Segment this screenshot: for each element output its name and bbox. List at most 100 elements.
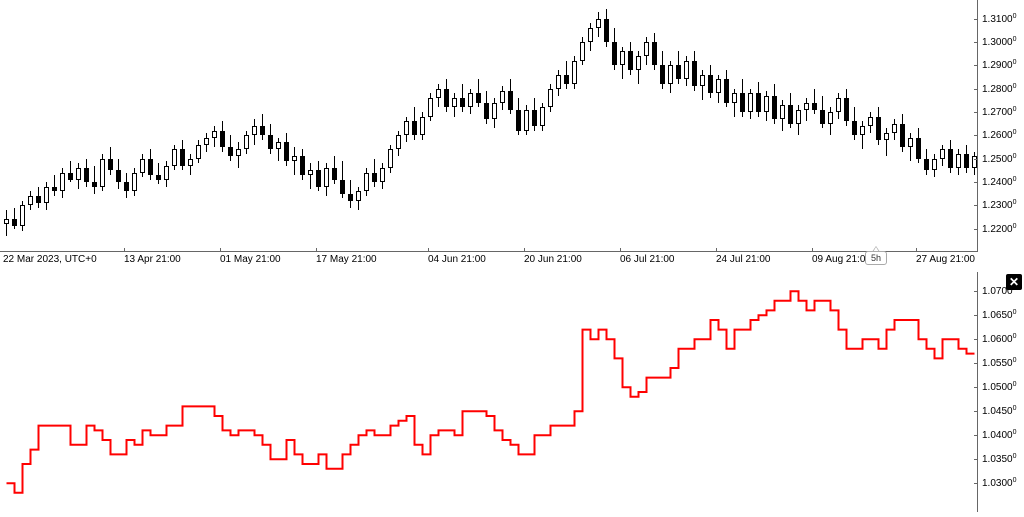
- candle-body[interactable]: [4, 219, 9, 224]
- candle-body[interactable]: [68, 173, 73, 180]
- candle-body[interactable]: [308, 170, 313, 175]
- candle-body[interactable]: [44, 187, 49, 203]
- candle-body[interactable]: [956, 154, 961, 168]
- candle-body[interactable]: [604, 19, 609, 42]
- candle-body[interactable]: [764, 96, 769, 112]
- candle-body[interactable]: [260, 126, 265, 135]
- candle-body[interactable]: [588, 28, 593, 42]
- candle-body[interactable]: [36, 196, 41, 203]
- candle-body[interactable]: [500, 91, 505, 103]
- candle-body[interactable]: [892, 124, 897, 133]
- candle-body[interactable]: [92, 182, 97, 187]
- candle-body[interactable]: [108, 159, 113, 171]
- candle-body[interactable]: [524, 110, 529, 131]
- candle-body[interactable]: [12, 219, 17, 226]
- candle-body[interactable]: [772, 96, 777, 119]
- candle-body[interactable]: [492, 103, 497, 119]
- candle-body[interactable]: [860, 126, 865, 135]
- candle-body[interactable]: [412, 121, 417, 135]
- candle-body[interactable]: [804, 103, 809, 110]
- candle-body[interactable]: [668, 65, 673, 84]
- candle-body[interactable]: [84, 168, 89, 182]
- candle-body[interactable]: [332, 168, 337, 180]
- indicator-plot[interactable]: [0, 272, 978, 512]
- candle-body[interactable]: [692, 61, 697, 87]
- candle-body[interactable]: [932, 159, 937, 171]
- candle-body[interactable]: [820, 110, 825, 124]
- candle-body[interactable]: [900, 124, 905, 147]
- candle-body[interactable]: [444, 89, 449, 108]
- candle-body[interactable]: [740, 93, 745, 112]
- candle-body[interactable]: [476, 93, 481, 102]
- candle-body[interactable]: [348, 194, 353, 201]
- candle-body[interactable]: [180, 149, 185, 165]
- candle-body[interactable]: [380, 168, 385, 182]
- candle-body[interactable]: [916, 138, 921, 159]
- candle-body[interactable]: [452, 98, 457, 107]
- candle-body[interactable]: [540, 107, 545, 126]
- candle-body[interactable]: [876, 117, 881, 140]
- candle-body[interactable]: [612, 42, 617, 65]
- candle-body[interactable]: [652, 42, 657, 65]
- candle-body[interactable]: [780, 105, 785, 119]
- candle-body[interactable]: [172, 149, 177, 165]
- candle-body[interactable]: [948, 149, 953, 168]
- candle-body[interactable]: [868, 117, 873, 126]
- candle-body[interactable]: [436, 89, 441, 98]
- candle-body[interactable]: [508, 91, 513, 110]
- candle-body[interactable]: [460, 98, 465, 107]
- candle-body[interactable]: [116, 170, 121, 182]
- candle-body[interactable]: [532, 110, 537, 126]
- candle-body[interactable]: [556, 75, 561, 89]
- candle-body[interactable]: [684, 61, 689, 80]
- candle-body[interactable]: [284, 142, 289, 161]
- time-marker-label[interactable]: 5h: [865, 251, 887, 265]
- candle-body[interactable]: [268, 135, 273, 149]
- candle-body[interactable]: [148, 159, 153, 175]
- candle-body[interactable]: [196, 145, 201, 159]
- candle-body[interactable]: [276, 142, 281, 149]
- candle-body[interactable]: [28, 196, 33, 205]
- candle-body[interactable]: [796, 110, 801, 124]
- candle-body[interactable]: [76, 168, 81, 180]
- candle-body[interactable]: [140, 159, 145, 173]
- candle-body[interactable]: [300, 156, 305, 175]
- candle-body[interactable]: [852, 121, 857, 135]
- candle-body[interactable]: [420, 117, 425, 136]
- candle-body[interactable]: [636, 56, 641, 70]
- candle-body[interactable]: [660, 65, 665, 84]
- candle-body[interactable]: [124, 182, 129, 191]
- candle-body[interactable]: [620, 51, 625, 65]
- candle-body[interactable]: [324, 168, 329, 187]
- candle-body[interactable]: [700, 75, 705, 87]
- candle-body[interactable]: [60, 173, 65, 192]
- candle-body[interactable]: [628, 51, 633, 70]
- candle-body[interactable]: [732, 93, 737, 102]
- candle-body[interactable]: [908, 138, 913, 147]
- candle-body[interactable]: [388, 149, 393, 168]
- candle-body[interactable]: [236, 149, 241, 156]
- candle-body[interactable]: [228, 147, 233, 156]
- candle-body[interactable]: [748, 93, 753, 112]
- candle-body[interactable]: [468, 93, 473, 107]
- candle-body[interactable]: [812, 103, 817, 110]
- candle-body[interactable]: [364, 173, 369, 192]
- candle-body[interactable]: [212, 131, 217, 138]
- candle-body[interactable]: [220, 131, 225, 147]
- candle-body[interactable]: [644, 42, 649, 56]
- candle-body[interactable]: [132, 173, 137, 192]
- candle-body[interactable]: [836, 98, 841, 112]
- candle-body[interactable]: [52, 187, 57, 192]
- candle-body[interactable]: [548, 89, 553, 108]
- candle-body[interactable]: [708, 75, 713, 94]
- candlestick-plot[interactable]: [0, 0, 978, 252]
- candle-body[interactable]: [484, 103, 489, 119]
- candle-body[interactable]: [100, 159, 105, 187]
- candle-body[interactable]: [572, 61, 577, 84]
- candle-body[interactable]: [924, 159, 929, 171]
- candle-body[interactable]: [940, 149, 945, 158]
- candle-body[interactable]: [204, 138, 209, 145]
- candle-body[interactable]: [964, 154, 969, 168]
- candle-body[interactable]: [188, 159, 193, 166]
- candle-body[interactable]: [292, 156, 297, 161]
